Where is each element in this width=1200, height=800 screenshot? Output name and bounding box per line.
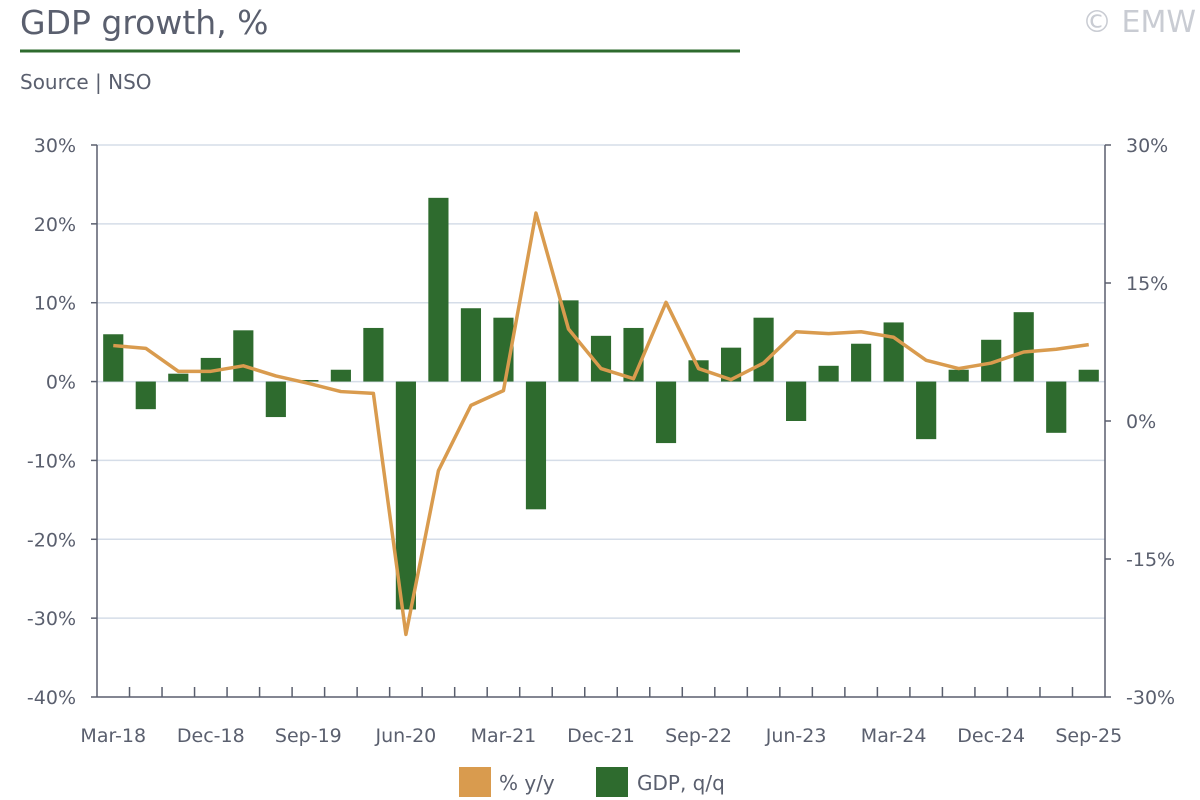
- bar-Dec-19: [330, 369, 351, 382]
- bar-Mar-24: [883, 322, 904, 382]
- bar-Jun-19: [265, 381, 286, 418]
- watermark: © EMW: [1082, 5, 1196, 40]
- legend-swatch-yy: [459, 767, 491, 797]
- bar-Sep-24: [948, 369, 969, 382]
- right-tick-label: 15%: [1126, 273, 1168, 295]
- left-tick-label: -10%: [27, 450, 76, 472]
- left-tick-label: 10%: [34, 293, 76, 315]
- bar-Jun-22: [655, 381, 677, 444]
- x-tick-label: Dec-24: [957, 725, 1025, 747]
- bar-Mar-22: [623, 327, 644, 382]
- right-tick-label: 0%: [1126, 411, 1156, 433]
- bar-Mar-19: [233, 330, 254, 382]
- x-tick-label: Mar-21: [471, 725, 537, 747]
- bar-Mar-23: [753, 317, 774, 382]
- bar-Jun-20: [395, 381, 416, 610]
- x-tick-label: Jun-23: [765, 725, 827, 747]
- legend-label-yy: % y/y: [499, 771, 555, 795]
- x-tick-label: Sep-22: [665, 725, 732, 747]
- bar-Sep-20: [428, 197, 449, 382]
- line-series: [113, 211, 1089, 637]
- legend: % y/y GDP, q/q: [459, 767, 725, 797]
- bar-Dec-23: [851, 343, 872, 382]
- bar-Jun-21: [525, 381, 547, 510]
- bar-Dec-22: [720, 347, 742, 382]
- x-axis-labels: Mar-18 Dec-18 Sep-19 Jun-20 Mar-21 Dec-21 Sep-…: [80, 725, 1122, 747]
- left-tick-label: 20%: [34, 214, 76, 236]
- right-tick-label: 30%: [1126, 135, 1168, 157]
- bar-Sep-22: [688, 360, 709, 382]
- bar-Sep-25: [1078, 369, 1099, 382]
- legend-label-qq: GDP, q/q: [637, 771, 725, 795]
- left-tick-label: -40%: [27, 687, 76, 709]
- bar-Dec-20: [460, 308, 482, 382]
- yy-line: [113, 211, 1089, 637]
- bar-Jun-24: [916, 381, 937, 440]
- left-tick-label: -30%: [27, 608, 76, 630]
- bar-Mar-18: [103, 334, 124, 382]
- left-tick-label: -20%: [27, 529, 76, 551]
- right-tick-label: -30%: [1126, 687, 1175, 709]
- chart-title: GDP growth, %: [20, 3, 269, 42]
- x-tick-label: Sep-19: [275, 725, 342, 747]
- bar-Sep-19: [298, 379, 319, 382]
- bar-Sep-18: [168, 373, 189, 382]
- bar-Sep-23: [818, 365, 839, 382]
- left-tick-label: 30%: [34, 135, 76, 157]
- bar-Mar-20: [363, 327, 384, 382]
- x-tick-label: Dec-18: [177, 725, 245, 747]
- bar-Jun-23: [786, 381, 807, 421]
- x-tick-label: Sep-25: [1055, 725, 1122, 747]
- legend-swatch-qq: [596, 767, 628, 797]
- source-label: Source | NSO: [20, 70, 152, 94]
- x-tick-label: Jun-20: [375, 725, 437, 747]
- x-tick-label: Mar-18: [80, 725, 146, 747]
- bar-Jun-18: [135, 381, 156, 410]
- left-tick-label: 0%: [46, 372, 76, 394]
- y-axis-labels: 30% 20% 10% 0% -10% -20% -30% -40% 30% 15% 0% -15% -…: [27, 135, 1175, 709]
- axes: [91, 144, 1111, 698]
- bar-Mar-25: [1013, 312, 1034, 382]
- x-tick-label: Mar-24: [861, 725, 927, 747]
- right-tick-label: -15%: [1126, 549, 1175, 571]
- bar-Dec-24: [981, 339, 1002, 382]
- bar-Sep-21: [558, 300, 579, 382]
- x-tick-label: Dec-21: [567, 725, 635, 747]
- bar-Jun-25: [1046, 381, 1067, 433]
- bar-series: [103, 197, 1099, 610]
